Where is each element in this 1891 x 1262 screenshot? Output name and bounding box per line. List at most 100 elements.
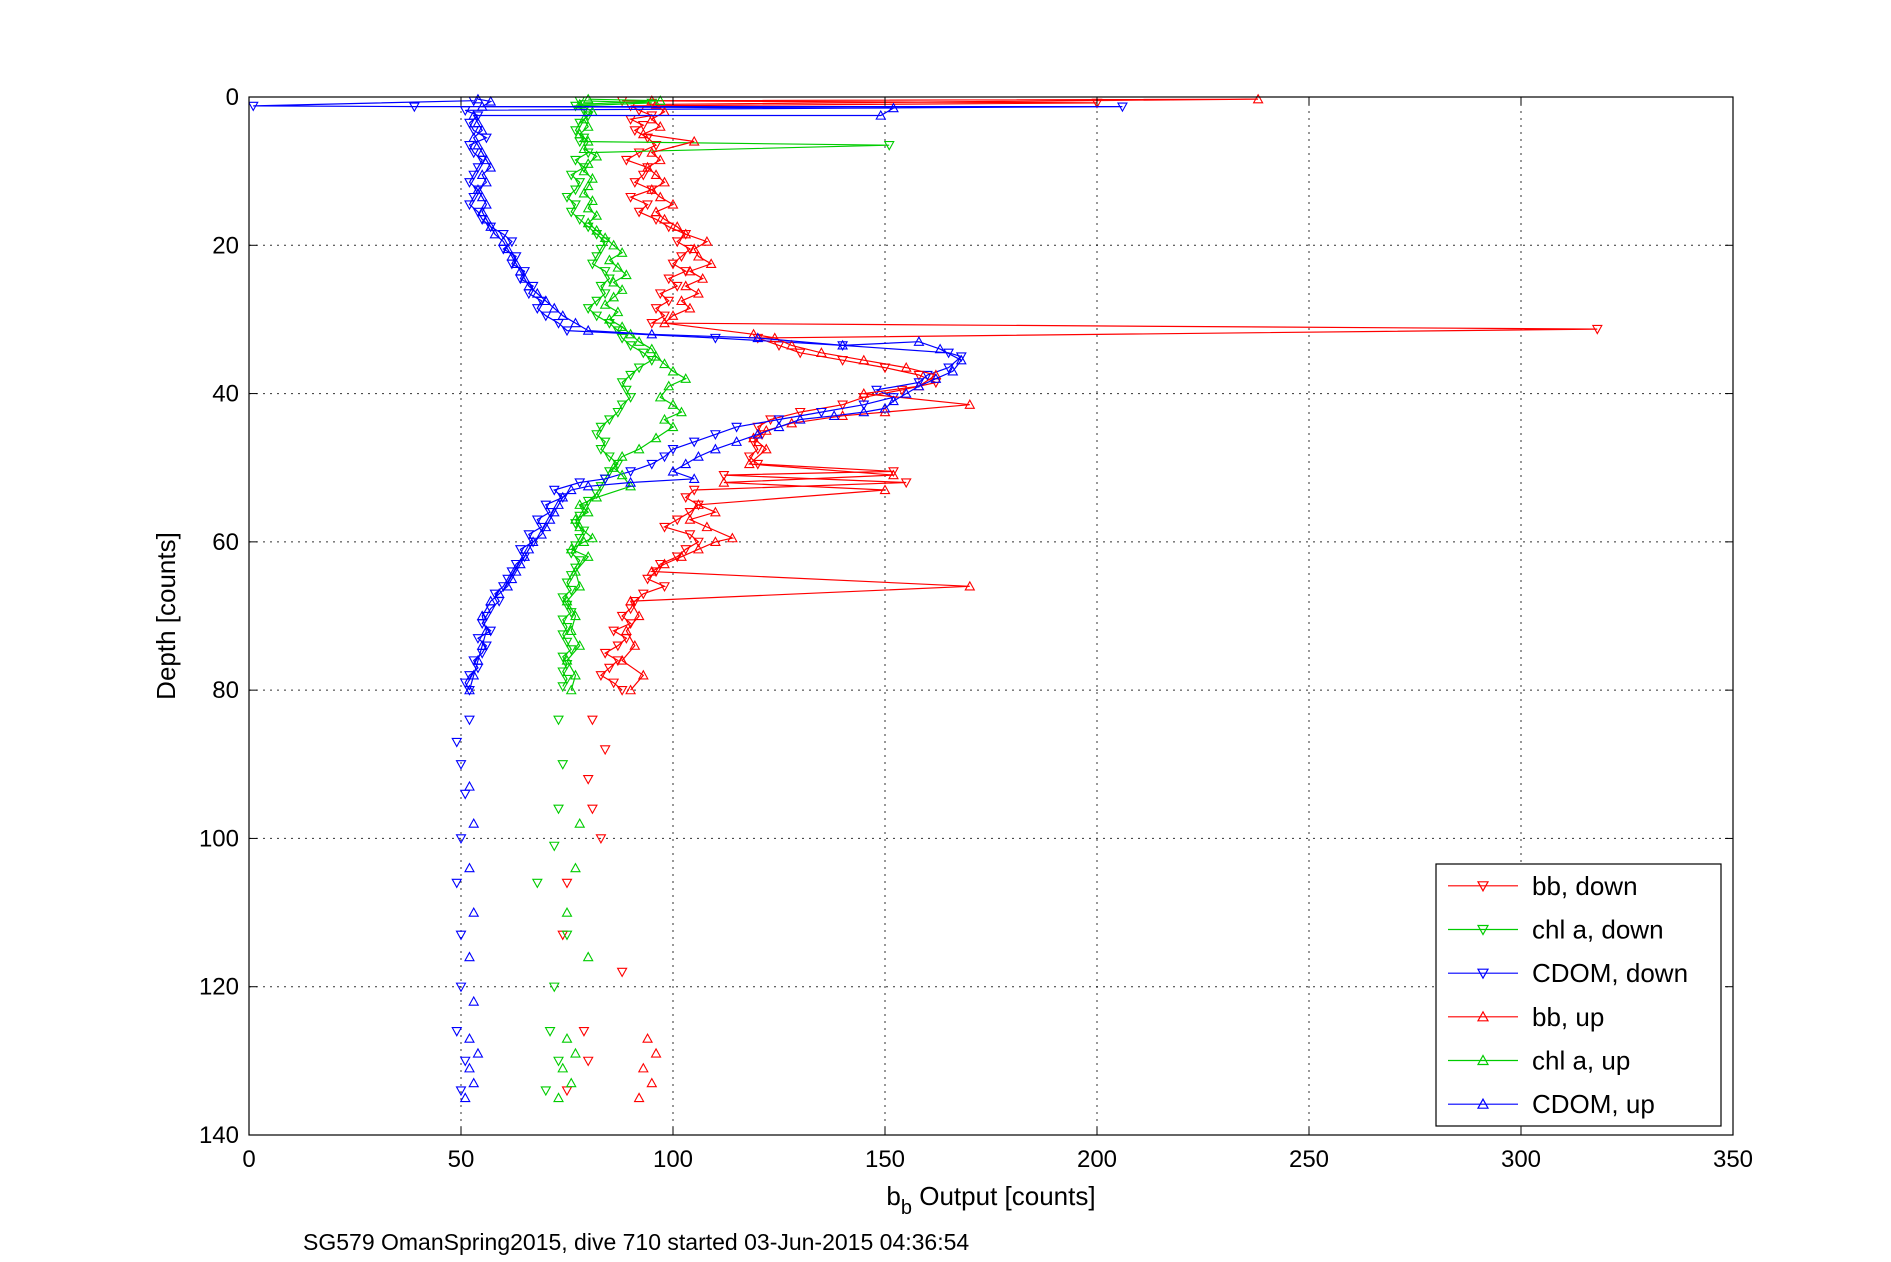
data-point xyxy=(637,589,649,600)
data-point xyxy=(574,118,586,129)
data-point xyxy=(612,656,624,667)
data-point xyxy=(603,452,615,463)
data-point xyxy=(883,141,895,151)
x-tick-label: 250 xyxy=(1289,1146,1329,1173)
data-point xyxy=(570,185,581,196)
legend-label: chl a, down xyxy=(1532,915,1664,945)
data-point xyxy=(451,737,463,748)
data-point xyxy=(731,436,743,446)
data-point xyxy=(667,310,679,320)
x-tick-label: 200 xyxy=(1077,1146,1117,1173)
data-point xyxy=(620,385,632,396)
y-tick-label: 40 xyxy=(212,381,239,408)
data-point xyxy=(633,610,645,621)
series-cdom-up xyxy=(459,93,967,1103)
data-point xyxy=(561,637,573,648)
data-point xyxy=(459,1092,471,1103)
data-point xyxy=(603,467,615,478)
x-tick-label: 300 xyxy=(1501,1146,1541,1173)
data-point xyxy=(1252,93,1264,104)
data-point xyxy=(570,513,581,524)
data-point xyxy=(693,250,704,261)
data-point xyxy=(506,573,518,584)
data-point xyxy=(608,678,620,689)
data-point xyxy=(565,484,577,495)
data-point xyxy=(565,645,577,655)
data-point xyxy=(464,1032,475,1043)
data-point xyxy=(510,252,522,263)
data-point xyxy=(553,715,564,726)
legend-marker-sample xyxy=(1476,968,1490,980)
data-point xyxy=(540,1086,552,1097)
data-point xyxy=(858,387,870,398)
data-point xyxy=(582,202,594,213)
data-point xyxy=(599,437,611,448)
data-point xyxy=(591,311,603,322)
data-point xyxy=(633,336,645,346)
data-point xyxy=(837,400,849,411)
data-point xyxy=(625,393,637,403)
data-point xyxy=(472,163,484,174)
data-point xyxy=(557,615,569,626)
data-point xyxy=(913,380,925,391)
data-point xyxy=(650,169,662,179)
data-point xyxy=(671,281,683,292)
data-point xyxy=(565,170,577,181)
data-point xyxy=(633,148,645,159)
data-point xyxy=(637,348,649,359)
data-point xyxy=(506,250,518,261)
data-point xyxy=(743,452,755,463)
data-point xyxy=(650,304,662,314)
data-point xyxy=(561,1032,573,1043)
data-point xyxy=(879,402,891,413)
data-point xyxy=(947,365,959,376)
data-point xyxy=(408,102,420,113)
data-point xyxy=(557,682,569,693)
data-point xyxy=(646,459,658,470)
data-point xyxy=(858,400,870,411)
data-point xyxy=(616,967,628,978)
data-point xyxy=(578,165,590,176)
legend-label: chl a, up xyxy=(1532,1046,1630,1076)
data-point xyxy=(455,1086,467,1097)
data-point xyxy=(616,378,628,389)
data-point xyxy=(553,1092,564,1103)
data-point xyxy=(578,526,590,537)
data-point xyxy=(582,324,594,335)
data-point xyxy=(603,274,615,285)
data-point xyxy=(888,467,899,478)
data-point xyxy=(476,610,488,621)
y-tick-label: 60 xyxy=(212,529,239,556)
data-point xyxy=(472,139,484,150)
data-point xyxy=(587,715,598,726)
data-point xyxy=(565,1077,577,1088)
data-point xyxy=(659,413,670,424)
data-point xyxy=(514,558,526,569)
data-point xyxy=(595,244,607,255)
data-point xyxy=(506,567,518,578)
data-point xyxy=(595,482,607,492)
data-point xyxy=(815,347,827,357)
legend-entry: CDOM, up xyxy=(1448,1089,1655,1119)
data-point xyxy=(667,259,679,270)
data-point xyxy=(536,528,547,539)
y-tick-label: 140 xyxy=(199,1122,239,1149)
data-point xyxy=(625,341,637,352)
data-point xyxy=(913,336,925,346)
data-point xyxy=(582,551,594,561)
data-point xyxy=(659,558,670,569)
data-point xyxy=(481,625,492,635)
data-point xyxy=(587,259,598,270)
data-point xyxy=(485,221,497,231)
y-axis-title: Depth [counts] xyxy=(151,532,181,700)
data-point xyxy=(493,588,505,598)
data-point xyxy=(671,515,683,526)
data-point xyxy=(481,154,492,165)
data-point xyxy=(709,333,721,344)
series-cdom-down xyxy=(249,96,1128,1097)
data-point xyxy=(693,537,704,548)
data-point xyxy=(654,559,666,570)
data-point xyxy=(676,406,687,417)
data-point xyxy=(574,499,586,509)
data-point xyxy=(468,1077,480,1088)
